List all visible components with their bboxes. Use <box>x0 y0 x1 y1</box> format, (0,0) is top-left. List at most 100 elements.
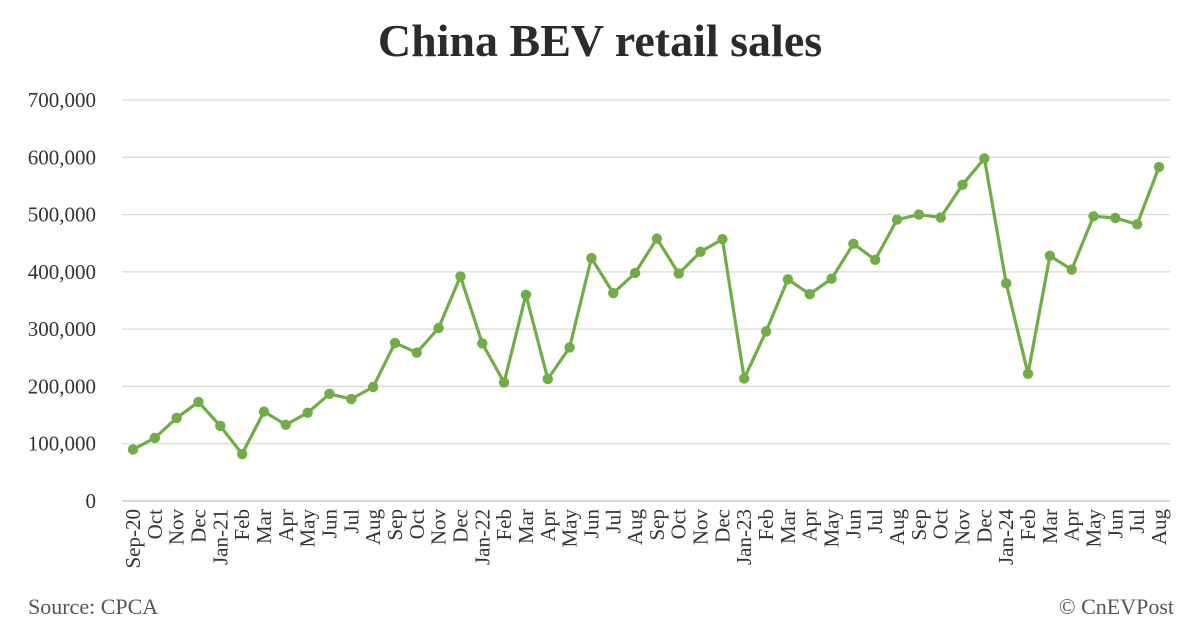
x-tick-label: Jun <box>579 509 603 539</box>
data-point <box>891 214 903 225</box>
x-tick-label: Feb <box>230 509 254 541</box>
x-tick-label: Aug <box>623 509 647 546</box>
data-point <box>542 373 553 385</box>
x-tick-label: Feb <box>754 509 778 541</box>
data-point <box>1066 264 1077 275</box>
x-tick-label: Sep <box>383 509 407 541</box>
data-point <box>1088 211 1099 222</box>
data-point <box>520 289 532 300</box>
x-tick-label: Oct <box>667 509 691 539</box>
x-tick-label: Sep <box>907 509 931 541</box>
data-point <box>149 432 161 444</box>
data-point <box>695 246 706 258</box>
series-line <box>132 156 1161 456</box>
data-point <box>913 209 925 220</box>
y-tick-label: 400,000 <box>28 260 96 284</box>
x-tick-label: Jun <box>317 509 341 539</box>
data-point <box>389 337 401 349</box>
data-point <box>608 287 619 299</box>
data-point <box>848 238 859 249</box>
y-tick-label: 600,000 <box>28 145 96 169</box>
data-point <box>455 271 466 282</box>
x-axis-ticks: Sep-20OctNovDecJan-21FebMarAprMayJunJulA… <box>121 509 1171 569</box>
x-tick-label: Sep-20 <box>121 509 145 569</box>
x-tick-label: May <box>558 509 582 548</box>
x-tick-label: Oct <box>143 509 167 539</box>
x-tick-label: Oct <box>929 509 953 539</box>
data-point <box>564 342 575 353</box>
x-tick-label: Jan-23 <box>732 509 756 565</box>
data-point <box>433 322 444 334</box>
x-tick-label: Sep <box>645 509 669 541</box>
x-tick-label: May <box>296 509 320 548</box>
data-point <box>717 234 728 245</box>
series-layer <box>127 153 1165 460</box>
y-tick-label: 700,000 <box>28 88 96 112</box>
data-point <box>1000 278 1012 289</box>
y-tick-label: 0 <box>86 489 97 513</box>
data-point <box>258 406 270 417</box>
x-tick-label: Mar <box>514 509 538 544</box>
chart-title: China BEV retail sales <box>378 15 822 66</box>
data-point <box>586 252 597 264</box>
copyright-note: © CnEVPost <box>1059 594 1174 619</box>
x-tick-label: Apr <box>1060 509 1084 542</box>
data-point <box>477 338 488 349</box>
data-point <box>1131 219 1143 230</box>
data-point <box>367 381 379 393</box>
x-tick-label: Jun <box>841 509 865 539</box>
data-point <box>193 396 204 408</box>
data-point <box>1110 212 1121 224</box>
data-point <box>302 407 313 418</box>
data-point <box>346 393 357 405</box>
data-point <box>1044 250 1056 262</box>
y-axis-ticks: 0 100,000 200,000 300,000 400,000 500,000 600,… <box>28 88 96 513</box>
x-tick-label: Nov <box>165 509 189 546</box>
x-tick-label: Jul <box>863 509 887 534</box>
x-tick-label: Aug <box>1147 509 1171 546</box>
data-point <box>1153 161 1165 173</box>
y-tick-label: 100,000 <box>28 432 96 456</box>
data-point <box>171 412 182 424</box>
data-point <box>826 273 837 284</box>
y-tick-label: 500,000 <box>28 203 96 227</box>
y-tick-label: 300,000 <box>28 317 96 341</box>
x-tick-label: Aug <box>885 509 909 546</box>
x-tick-label: May <box>820 509 844 548</box>
data-point <box>1022 368 1034 380</box>
x-tick-label: Jul <box>1125 509 1149 534</box>
x-tick-label: Jan-22 <box>470 509 494 565</box>
x-tick-label: Nov <box>951 509 975 546</box>
x-tick-label: Oct <box>405 509 429 539</box>
x-tick-label: Aug <box>361 509 385 546</box>
x-tick-label: Jan-24 <box>994 509 1018 565</box>
x-tick-label: Mar <box>1038 509 1062 544</box>
data-point <box>957 179 968 190</box>
data-point <box>411 347 422 358</box>
data-point <box>935 212 946 223</box>
x-tick-label: Jul <box>339 509 363 534</box>
data-point <box>236 448 248 460</box>
x-tick-label: Apr <box>536 509 560 542</box>
data-point <box>324 388 335 400</box>
x-tick-label: Feb <box>492 509 516 541</box>
x-tick-label: Apr <box>798 509 822 542</box>
data-point <box>804 288 815 300</box>
x-tick-label: Dec <box>186 509 210 543</box>
x-tick-label: Jan-21 <box>208 509 232 565</box>
data-point <box>280 419 292 431</box>
source-note: Source: CPCA <box>28 594 158 619</box>
x-tick-label: Jun <box>1103 509 1127 539</box>
x-tick-label: Nov <box>427 509 451 546</box>
gridlines <box>122 99 1170 502</box>
x-tick-label: Mar <box>776 509 800 544</box>
data-point <box>629 267 641 279</box>
x-tick-label: May <box>1082 509 1106 548</box>
data-point <box>760 326 772 337</box>
data-point <box>782 274 794 285</box>
data-point <box>651 233 663 244</box>
x-tick-label: Dec <box>710 509 734 543</box>
x-tick-label: Apr <box>274 509 298 542</box>
